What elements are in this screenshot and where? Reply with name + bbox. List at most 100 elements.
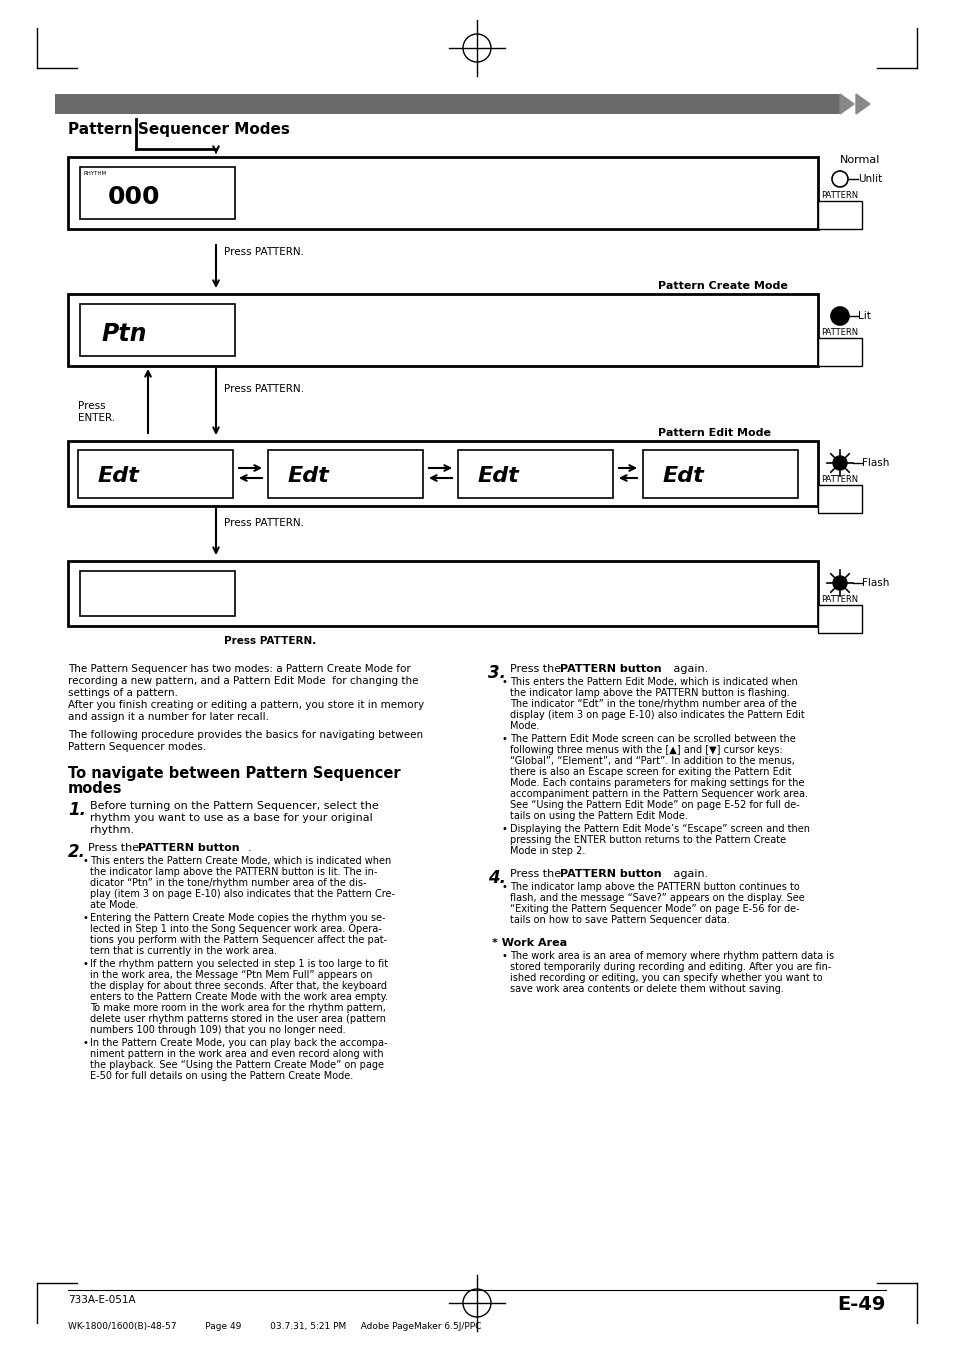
Text: •: • — [501, 824, 507, 834]
Text: “Exiting the Pattern Sequencer Mode” on page E-56 for de-: “Exiting the Pattern Sequencer Mode” on … — [510, 904, 799, 915]
Text: .: . — [248, 843, 252, 852]
Text: Before turning on the Pattern Sequencer, select the: Before turning on the Pattern Sequencer,… — [90, 801, 378, 811]
Text: * Work Area: * Work Area — [492, 938, 566, 948]
Text: •: • — [501, 734, 507, 744]
Text: The work area is an area of memory where rhythm pattern data is: The work area is an area of memory where… — [510, 951, 833, 961]
Text: The Pattern Sequencer has two modes: a Pattern Create Mode for: The Pattern Sequencer has two modes: a P… — [68, 663, 411, 674]
Bar — [68, 561, 817, 626]
Text: •: • — [82, 857, 88, 866]
Text: To make more room in the work area for the rhythm pattern,: To make more room in the work area for t… — [90, 1002, 385, 1013]
Text: lected in Step 1 into the Song Sequencer work area. Opera-: lected in Step 1 into the Song Sequencer… — [90, 924, 381, 934]
Text: •: • — [501, 882, 507, 892]
Text: flash, and the message “Save?” appears on the display. See: flash, and the message “Save?” appears o… — [510, 893, 804, 902]
Bar — [817, 201, 862, 230]
Bar — [80, 304, 234, 357]
Text: 1.: 1. — [68, 801, 86, 819]
Text: PATTERN: PATTERN — [821, 476, 858, 484]
Text: The indicator “Edt” in the tone/rhythm number area of the: The indicator “Edt” in the tone/rhythm n… — [510, 698, 796, 709]
Bar — [817, 485, 862, 513]
Text: Flash: Flash — [862, 578, 888, 588]
Text: play (item 3 on page E-10) also indicates that the Pattern Cre-: play (item 3 on page E-10) also indicate… — [90, 889, 395, 898]
Bar — [68, 440, 817, 507]
Text: the indicator lamp above the PATTERN button is flashing.: the indicator lamp above the PATTERN but… — [510, 688, 789, 698]
Text: rhythm you want to use as a base for your original: rhythm you want to use as a base for you… — [90, 813, 373, 823]
Circle shape — [830, 307, 848, 326]
Text: tern that is currently in the work area.: tern that is currently in the work area. — [90, 946, 276, 957]
Text: tions you perform with the Pattern Sequencer affect the pat-: tions you perform with the Pattern Seque… — [90, 935, 387, 944]
Text: Press the: Press the — [510, 869, 564, 880]
Text: Press the: Press the — [88, 843, 143, 852]
Text: Press PATTERN.: Press PATTERN. — [224, 636, 315, 646]
Text: Edt: Edt — [662, 466, 704, 486]
Text: Press
ENTER.: Press ENTER. — [78, 401, 115, 423]
Text: rhythm.: rhythm. — [90, 825, 134, 835]
Bar — [817, 605, 862, 634]
Text: This enters the Pattern Create Mode, which is indicated when: This enters the Pattern Create Mode, whi… — [90, 857, 391, 866]
Text: dicator “Ptn” in the tone/rhythm number area of the dis-: dicator “Ptn” in the tone/rhythm number … — [90, 878, 366, 888]
Text: the indicator lamp above the PATTERN button is lit. The in-: the indicator lamp above the PATTERN but… — [90, 867, 377, 877]
Text: •: • — [82, 959, 88, 969]
Text: the playback. See “Using the Pattern Create Mode” on page: the playback. See “Using the Pattern Cre… — [90, 1061, 384, 1070]
Text: Ptn: Ptn — [102, 322, 148, 346]
Text: recording a new pattern, and a Pattern Edit Mode  for changing the: recording a new pattern, and a Pattern E… — [68, 676, 418, 686]
Circle shape — [832, 457, 846, 470]
Text: Unlit: Unlit — [857, 174, 882, 184]
Text: 000: 000 — [108, 185, 160, 209]
Text: the display for about three seconds. After that, the keyboard: the display for about three seconds. Aft… — [90, 981, 387, 992]
Text: Lit: Lit — [857, 311, 870, 322]
Text: settings of a pattern.: settings of a pattern. — [68, 688, 178, 698]
Text: ate Mode.: ate Mode. — [90, 900, 138, 911]
Polygon shape — [855, 95, 869, 113]
Text: Flash: Flash — [862, 458, 888, 467]
Text: E-49: E-49 — [837, 1296, 885, 1315]
Text: delete user rhythm patterns stored in the user area (pattern: delete user rhythm patterns stored in th… — [90, 1015, 386, 1024]
Text: tails on using the Pattern Edit Mode.: tails on using the Pattern Edit Mode. — [510, 811, 687, 821]
Text: To navigate between Pattern Sequencer: To navigate between Pattern Sequencer — [68, 766, 400, 781]
Text: Pattern Sequencer modes.: Pattern Sequencer modes. — [68, 742, 206, 753]
Bar — [80, 168, 234, 219]
Circle shape — [831, 172, 847, 186]
Text: WK-1800/1600(B)-48-57          Page 49          03.7.31, 5:21 PM     Adobe PageM: WK-1800/1600(B)-48-57 Page 49 03.7.31, 5… — [68, 1323, 481, 1331]
Text: In the Pattern Create Mode, you can play back the accompa-: In the Pattern Create Mode, you can play… — [90, 1038, 387, 1048]
Text: there is also an Escape screen for exiting the Pattern Edit: there is also an Escape screen for exiti… — [510, 767, 791, 777]
Text: Mode. Each contains parameters for making settings for the: Mode. Each contains parameters for makin… — [510, 778, 803, 788]
Text: accompaniment pattern in the Pattern Sequencer work area.: accompaniment pattern in the Pattern Seq… — [510, 789, 807, 798]
Text: The indicator lamp above the PATTERN button continues to: The indicator lamp above the PATTERN but… — [510, 882, 799, 892]
Text: PATTERN: PATTERN — [821, 190, 858, 200]
Bar — [817, 338, 862, 366]
Text: Mode in step 2.: Mode in step 2. — [510, 846, 585, 857]
Bar — [55, 95, 840, 113]
Text: Press PATTERN.: Press PATTERN. — [224, 517, 304, 528]
Text: tails on how to save Pattern Sequencer data.: tails on how to save Pattern Sequencer d… — [510, 915, 729, 925]
Text: “Global”, “Element”, and “Part”. In addition to the menus,: “Global”, “Element”, and “Part”. In addi… — [510, 757, 794, 766]
Text: PATTERN button: PATTERN button — [559, 869, 661, 880]
Text: following three menus with the [▲] and [▼] cursor keys:: following three menus with the [▲] and [… — [510, 744, 781, 755]
Bar — [457, 450, 613, 499]
Bar — [78, 450, 233, 499]
Text: 2.: 2. — [68, 843, 86, 861]
Text: PATTERN: PATTERN — [821, 594, 858, 604]
Polygon shape — [840, 95, 853, 113]
Text: again.: again. — [669, 663, 707, 674]
Text: This enters the Pattern Edit Mode, which is indicated when: This enters the Pattern Edit Mode, which… — [510, 677, 797, 688]
Text: Displaying the Pattern Edit Mode’s “Escape” screen and then: Displaying the Pattern Edit Mode’s “Esca… — [510, 824, 809, 834]
Text: stored temporarily during recording and editing. After you are fin-: stored temporarily during recording and … — [510, 962, 830, 971]
Text: enters to the Pattern Create Mode with the work area empty.: enters to the Pattern Create Mode with t… — [90, 992, 388, 1002]
Text: numbers 100 through 109) that you no longer need.: numbers 100 through 109) that you no lon… — [90, 1025, 345, 1035]
Text: 733A-E-051A: 733A-E-051A — [68, 1296, 135, 1305]
Circle shape — [832, 576, 846, 590]
Bar — [68, 157, 817, 230]
Text: •: • — [82, 1038, 88, 1048]
Text: Normal: Normal — [840, 155, 880, 165]
Text: PATTERN button: PATTERN button — [138, 843, 239, 852]
Text: 3.: 3. — [488, 663, 505, 682]
Text: save work area contents or delete them without saving.: save work area contents or delete them w… — [510, 984, 783, 994]
Text: modes: modes — [68, 781, 122, 796]
Text: niment pattern in the work area and even record along with: niment pattern in the work area and even… — [90, 1048, 383, 1059]
Text: Entering the Pattern Create Mode copies the rhythm you se-: Entering the Pattern Create Mode copies … — [90, 913, 385, 923]
Text: •: • — [82, 913, 88, 923]
Bar — [80, 571, 234, 616]
Text: If the rhythm pattern you selected in step 1 is too large to fit: If the rhythm pattern you selected in st… — [90, 959, 388, 969]
Text: E-50 for full details on using the Pattern Create Mode.: E-50 for full details on using the Patte… — [90, 1071, 353, 1081]
Text: Pattern Sequencer Modes: Pattern Sequencer Modes — [68, 122, 290, 136]
